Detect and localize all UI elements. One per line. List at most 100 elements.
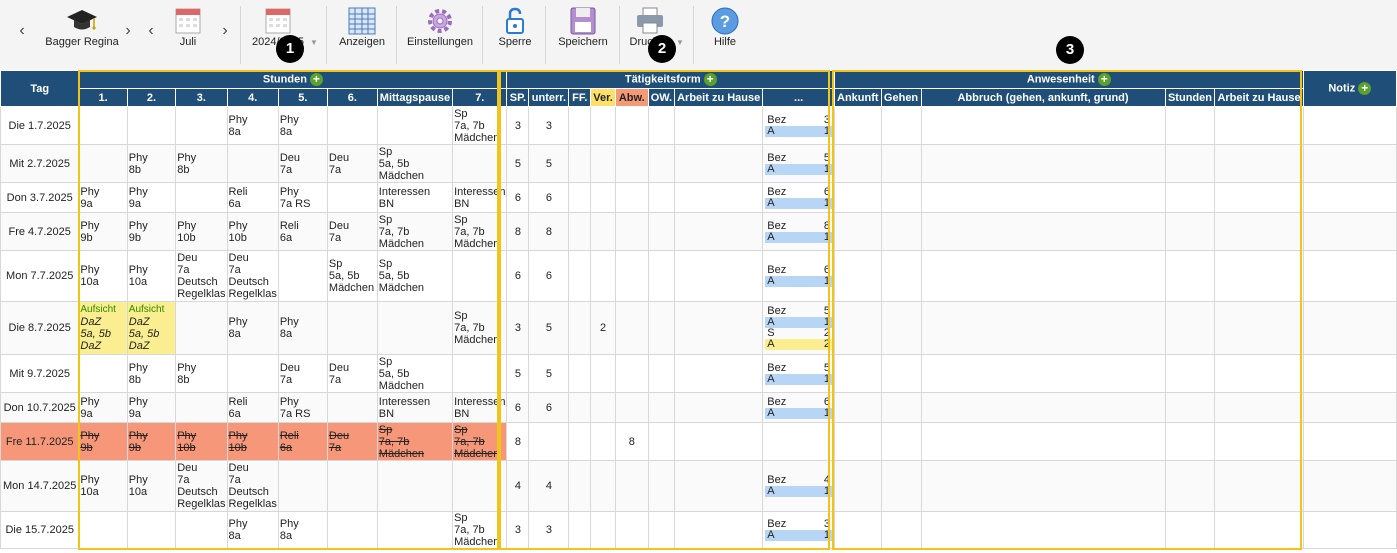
month-button[interactable]: Juli xyxy=(160,0,216,70)
activity-abw-cell[interactable] xyxy=(614,460,649,512)
attendance-stunden-cell[interactable] xyxy=(1164,511,1216,549)
lesson-cell[interactable]: Deu 7a xyxy=(326,354,378,393)
notiz-cell[interactable] xyxy=(1302,144,1397,183)
activity-ff-cell[interactable] xyxy=(568,106,592,145)
activity-abw-cell[interactable] xyxy=(614,301,649,355)
attendance-stunden-cell[interactable] xyxy=(1164,392,1216,423)
notiz-cell[interactable] xyxy=(1302,212,1397,251)
lesson-cell[interactable]: Phy 9b xyxy=(78,422,128,461)
activity-abw-cell[interactable] xyxy=(614,182,649,213)
attendance-azh-cell[interactable] xyxy=(1214,182,1304,213)
lesson-cell[interactable]: Reli 6a xyxy=(277,212,328,251)
attendance-gehen-cell[interactable] xyxy=(880,250,922,302)
lesson-cell[interactable]: Phy 8a xyxy=(277,301,328,355)
save-button[interactable]: Speichern xyxy=(552,0,614,70)
activity-ver-cell[interactable] xyxy=(590,106,616,145)
activity-sp-cell[interactable]: 4 xyxy=(506,460,530,512)
activity-unterr-cell[interactable]: 5 xyxy=(528,144,570,183)
attendance-ankunft-cell[interactable] xyxy=(834,460,882,512)
lesson-cell[interactable] xyxy=(78,354,128,393)
activity-ow-cell[interactable] xyxy=(647,106,676,145)
lesson-cell[interactable]: Deu 7a Deutsch Regelklas xyxy=(175,250,228,302)
notiz-cell[interactable] xyxy=(1302,511,1397,549)
activity-ow-cell[interactable] xyxy=(647,144,676,183)
lesson-cell[interactable] xyxy=(376,301,454,355)
lesson-cell[interactable]: Aufsicht DaZ 5a, 5b DaZ xyxy=(126,301,177,355)
activity-abw-cell[interactable] xyxy=(614,392,649,423)
attendance-ankunft-cell[interactable] xyxy=(834,301,882,355)
activity-sp-cell[interactable]: 3 xyxy=(506,301,530,355)
lesson-cell[interactable] xyxy=(452,354,508,393)
activity-ow-cell[interactable] xyxy=(647,354,676,393)
lesson-cell[interactable]: Phy 10a xyxy=(78,460,128,512)
notiz-cell[interactable] xyxy=(1302,460,1397,512)
show-button[interactable]: Anzeigen xyxy=(333,0,391,70)
activity-ver-cell[interactable] xyxy=(590,354,616,393)
activity-ver-cell[interactable] xyxy=(590,460,616,512)
activity-unterr-cell[interactable]: 5 xyxy=(528,301,570,355)
attendance-gehen-cell[interactable] xyxy=(880,144,922,183)
activity-abw-cell[interactable]: 8 xyxy=(614,422,649,461)
attendance-gehen-cell[interactable] xyxy=(880,212,922,251)
lesson-cell[interactable] xyxy=(376,106,454,145)
attendance-azh-cell[interactable] xyxy=(1214,250,1304,302)
activity-ff-cell[interactable] xyxy=(568,460,592,512)
lesson-cell[interactable]: Interessen BN xyxy=(376,182,454,213)
activity-ff-cell[interactable] xyxy=(568,182,592,213)
lesson-cell[interactable]: Deu 7a Deutsch Regelklas xyxy=(226,250,279,302)
lesson-cell[interactable]: Phy 8a xyxy=(277,106,328,145)
add-plus-icon[interactable]: + xyxy=(1097,73,1111,86)
activity-sp-cell[interactable]: 6 xyxy=(506,250,530,302)
lesson-cell[interactable]: Phy 8b xyxy=(175,144,228,183)
day-cell[interactable]: Mit 2.7.2025 xyxy=(0,144,80,183)
activity-sp-cell[interactable]: 3 xyxy=(506,511,530,549)
attendance-ankunft-cell[interactable] xyxy=(834,422,882,461)
lesson-cell[interactable]: Phy 9a xyxy=(126,392,177,423)
attendance-abbruch-cell[interactable] xyxy=(920,422,1166,461)
notiz-cell[interactable] xyxy=(1302,106,1397,145)
activity-ff-cell[interactable] xyxy=(568,144,592,183)
lock-button[interactable]: Sperre xyxy=(489,0,541,70)
attendance-abbruch-cell[interactable] xyxy=(920,354,1166,393)
attendance-stunden-cell[interactable] xyxy=(1164,212,1216,251)
attendance-azh-cell[interactable] xyxy=(1214,392,1304,423)
attendance-stunden-cell[interactable] xyxy=(1164,301,1216,355)
activity-ow-cell[interactable] xyxy=(647,212,676,251)
lesson-cell[interactable] xyxy=(376,511,454,549)
activity-ff-cell[interactable] xyxy=(568,511,592,549)
lesson-cell[interactable]: Sp 7a, 7b Mädchen xyxy=(376,212,454,251)
activity-azh-cell[interactable] xyxy=(674,250,764,302)
notiz-cell[interactable] xyxy=(1302,301,1397,355)
notiz-cell[interactable] xyxy=(1302,354,1397,393)
day-cell[interactable]: Die 15.7.2025 xyxy=(0,511,80,549)
attendance-ankunft-cell[interactable] xyxy=(834,212,882,251)
attendance-abbruch-cell[interactable] xyxy=(920,460,1166,512)
attendance-gehen-cell[interactable] xyxy=(880,460,922,512)
activity-ow-cell[interactable] xyxy=(647,392,676,423)
lesson-cell[interactable]: Sp 7a, 7b Mädchen xyxy=(452,212,508,251)
attendance-gehen-cell[interactable] xyxy=(880,511,922,549)
lesson-cell[interactable] xyxy=(326,182,378,213)
activity-abw-cell[interactable] xyxy=(614,144,649,183)
attendance-azh-cell[interactable] xyxy=(1214,144,1304,183)
activity-ver-cell[interactable] xyxy=(590,511,616,549)
lesson-cell[interactable]: Phy 10b xyxy=(175,422,228,461)
activity-azh-cell[interactable] xyxy=(674,182,764,213)
add-plus-icon[interactable]: + xyxy=(1358,82,1372,95)
day-cell[interactable]: Die 8.7.2025 xyxy=(0,301,80,355)
activity-ff-cell[interactable] xyxy=(568,422,592,461)
attendance-abbruch-cell[interactable] xyxy=(920,392,1166,423)
day-cell[interactable]: Mon 7.7.2025 xyxy=(0,250,80,302)
lesson-cell[interactable]: Reli 6a xyxy=(226,182,279,213)
activity-azh-cell[interactable] xyxy=(674,212,764,251)
activity-ff-cell[interactable] xyxy=(568,354,592,393)
activity-abw-cell[interactable] xyxy=(614,354,649,393)
day-cell[interactable]: Die 1.7.2025 xyxy=(0,106,80,145)
attendance-gehen-cell[interactable] xyxy=(880,392,922,423)
attendance-ankunft-cell[interactable] xyxy=(834,182,882,213)
lesson-cell[interactable]: Interessen BN xyxy=(376,392,454,423)
activity-unterr-cell[interactable]: 4 xyxy=(528,460,570,512)
attendance-azh-cell[interactable] xyxy=(1214,354,1304,393)
lesson-cell[interactable]: Reli 6a xyxy=(226,392,279,423)
lesson-cell[interactable] xyxy=(226,144,279,183)
